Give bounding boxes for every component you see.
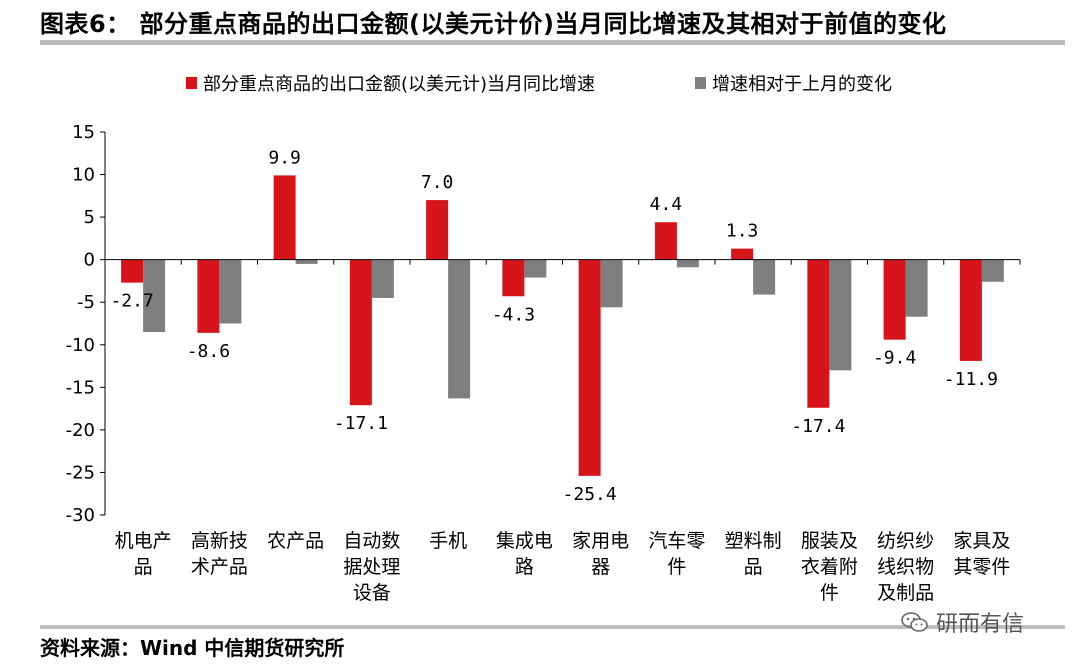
legend-swatch-yoy xyxy=(186,77,197,89)
x-category-label: 农产品 xyxy=(267,530,324,552)
data-label: -4.3 xyxy=(492,304,535,325)
x-category-label: 汽车零 xyxy=(648,530,705,552)
bar-change-vs-prev xyxy=(219,259,242,324)
data-label: -11.9 xyxy=(944,369,998,390)
data-label: -17.1 xyxy=(334,413,388,434)
bar-yoy-growth xyxy=(731,248,754,260)
x-category-label: 自动数 xyxy=(343,530,400,552)
x-category-label: 术产品 xyxy=(191,556,248,578)
legend-label-yoy: 部分重点商品的出口金额(以美元计)当月同比增速 xyxy=(203,74,596,95)
bar-yoy-growth xyxy=(121,259,144,283)
bar-change-vs-prev xyxy=(981,259,1004,282)
y-tick-label: -5 xyxy=(77,292,95,313)
watermark-text: 研而有信 xyxy=(936,612,1025,637)
source-rule xyxy=(40,625,1065,629)
data-label: -2.7 xyxy=(110,291,153,312)
data-label: -17.4 xyxy=(791,416,845,437)
x-category-label: 设备 xyxy=(353,582,391,604)
y-tick-label: -10 xyxy=(66,335,95,356)
bar-yoy-growth xyxy=(807,259,830,408)
bar-change-vs-prev xyxy=(600,259,623,308)
x-category-label: 手机 xyxy=(429,530,467,552)
x-category-label: 其零件 xyxy=(953,556,1010,578)
bar-change-vs-prev xyxy=(448,259,471,399)
x-category-label: 衣着附 xyxy=(801,556,858,578)
legend-swatch-change xyxy=(695,77,706,89)
bar-yoy-growth xyxy=(502,259,525,297)
watermark: 研而有信 xyxy=(900,606,1024,638)
legend-item-yoy: 部分重点商品的出口金额(以美元计)当月同比增速 xyxy=(186,70,595,96)
y-tick-label: -20 xyxy=(66,420,95,441)
bar-yoy-growth xyxy=(349,259,372,406)
x-category-label: 家具及 xyxy=(953,530,1010,552)
y-tick-label: 5 xyxy=(84,207,95,228)
bar-yoy-growth xyxy=(273,175,296,260)
x-category-label: 据处理 xyxy=(343,556,400,578)
data-label: 1.3 xyxy=(726,221,759,242)
data-label: 4.4 xyxy=(650,194,683,215)
bar-yoy-growth xyxy=(654,222,677,260)
x-category-label: 件 xyxy=(667,556,686,578)
bar-change-vs-prev xyxy=(905,259,928,317)
y-tick-label: -15 xyxy=(66,377,95,398)
x-category-label: 纺织纱 xyxy=(877,530,934,552)
x-category-label: 路 xyxy=(515,556,534,578)
y-tick-label: 10 xyxy=(72,165,95,186)
data-label: -25.4 xyxy=(563,484,617,505)
y-tick-label: -30 xyxy=(66,505,95,526)
x-category-label: 塑料制 xyxy=(725,530,782,552)
x-category-label: 线织物 xyxy=(877,556,934,578)
wechat-icon xyxy=(901,612,928,632)
y-tick-label: -25 xyxy=(66,462,95,483)
x-category-label: 机电产 xyxy=(115,530,172,552)
data-label: -9.4 xyxy=(873,348,916,369)
bar-yoy-growth xyxy=(197,259,220,333)
x-category-label: 集成电 xyxy=(496,530,553,552)
x-category-label: 件 xyxy=(820,582,839,604)
x-category-label: 品 xyxy=(134,556,153,578)
legend-item-change: 增速相对于上月的变化 xyxy=(695,70,892,96)
bar-yoy-growth xyxy=(883,259,906,340)
bar-yoy-growth xyxy=(959,259,982,361)
bar-change-vs-prev xyxy=(371,259,394,298)
x-category-label: 高新技 xyxy=(191,530,248,552)
bar-change-vs-prev xyxy=(295,259,318,264)
x-category-label: 服装及 xyxy=(801,530,858,552)
bar-change-vs-prev xyxy=(753,259,776,295)
bar-yoy-growth xyxy=(426,200,449,260)
bar-yoy-growth xyxy=(578,259,601,476)
chart-title: 图表6： 部分重点商品的出口金额(以美元计价)当月同比增速及其相对于前值的变化 xyxy=(40,10,947,38)
y-tick-label: 15 xyxy=(72,122,95,143)
y-tick-label: 0 xyxy=(84,250,95,271)
x-category-label: 及制品 xyxy=(877,582,934,604)
data-label: 7.0 xyxy=(421,172,454,193)
legend-label-change: 增速相对于上月的变化 xyxy=(712,74,892,95)
bar-change-vs-prev xyxy=(143,259,166,333)
x-category-label: 家用电 xyxy=(572,530,629,552)
legend: 部分重点商品的出口金额(以美元计)当月同比增速 增速相对于上月的变化 xyxy=(0,70,1080,96)
bar-change-vs-prev xyxy=(524,259,547,278)
data-label: 9.9 xyxy=(268,147,301,168)
bar-change-vs-prev xyxy=(829,259,852,371)
x-category-label: 器 xyxy=(591,556,610,578)
data-label: -8.6 xyxy=(187,341,230,362)
bar-change-vs-prev xyxy=(676,259,699,268)
title-rule xyxy=(40,40,1065,45)
source-note: 资料来源：Wind 中信期货研究所 xyxy=(40,636,345,660)
x-category-label: 品 xyxy=(744,556,763,578)
